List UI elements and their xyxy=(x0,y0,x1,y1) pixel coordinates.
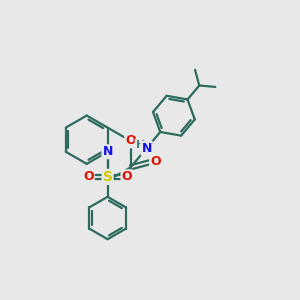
Text: O: O xyxy=(122,170,132,183)
Text: S: S xyxy=(103,170,112,184)
Text: N: N xyxy=(142,142,152,155)
Text: O: O xyxy=(83,170,94,183)
Text: O: O xyxy=(150,155,161,168)
Text: N: N xyxy=(102,145,113,158)
Text: O: O xyxy=(125,134,136,147)
Text: H: H xyxy=(136,140,145,150)
